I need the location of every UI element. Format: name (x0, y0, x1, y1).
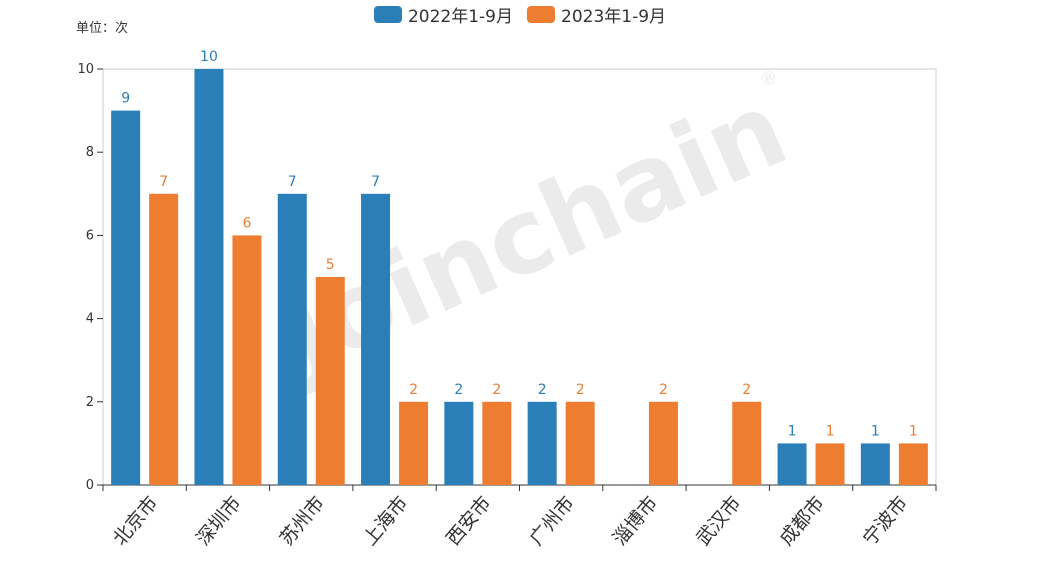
legend-swatch-2023 (527, 6, 555, 23)
x-category-label-6: 淄博市 (609, 492, 663, 550)
bar-s0-5 (527, 401, 557, 485)
x-category-label-5: 广州市 (525, 492, 579, 550)
bar-s1-5 (565, 401, 595, 485)
x-category-label-0: 北京市 (109, 492, 163, 550)
bar-s0-3 (361, 193, 391, 486)
legend-swatch-2022 (373, 6, 402, 23)
legend-label-2022: 2022年1-9月 (407, 7, 513, 27)
x-category-label-9: 宁波市 (859, 492, 913, 550)
data-label-s0-0: 9 (121, 91, 130, 107)
data-label-s0-5: 2 (538, 382, 547, 398)
data-label-s1-7: 2 (742, 382, 751, 398)
legend: 2022年1-9月 2023年1-9月 (0, 2, 1040, 27)
bar-s0-8 (777, 443, 807, 485)
bar-s0-1 (194, 69, 224, 485)
y-tick-label-1: 2 (86, 395, 94, 410)
data-label-s0-8: 1 (788, 423, 797, 439)
bar-s1-7 (732, 401, 762, 485)
bar-s1-6 (648, 401, 678, 485)
y-tick-label-3: 6 (86, 228, 94, 243)
data-label-s1-5: 2 (576, 382, 585, 398)
y-tick-label-0: 0 (86, 478, 94, 493)
bar-s1-3 (399, 401, 429, 485)
x-category-label-7: 武汉市 (692, 492, 746, 550)
x-category-label-8: 成都市 (775, 492, 829, 550)
bar-s0-4 (444, 401, 474, 485)
x-category-label-1: 深圳市 (192, 492, 246, 550)
bar-s1-1 (232, 235, 262, 485)
data-label-s1-0: 7 (159, 174, 168, 190)
bar-s0-0 (111, 110, 141, 485)
x-category-label-3: 上海市 (359, 492, 413, 550)
bar-s1-2 (315, 277, 345, 485)
data-label-s1-9: 1 (909, 423, 918, 439)
data-label-s0-1: 10 (200, 49, 218, 65)
data-label-s1-4: 2 (492, 382, 501, 398)
bar-s0-2 (277, 193, 307, 486)
data-label-s1-6: 2 (659, 382, 668, 398)
y-tick-label-2: 4 (86, 312, 94, 327)
data-label-s0-9: 1 (871, 423, 880, 439)
data-label-s1-2: 5 (326, 257, 335, 273)
plot-frame (102, 68, 937, 486)
x-category-label-2: 苏州市 (276, 492, 330, 550)
data-label-s0-4: 2 (454, 382, 463, 398)
bar-s1-8 (815, 443, 845, 485)
x-category-label-4: 西安市 (442, 492, 496, 550)
y-tick-label-4: 8 (86, 145, 94, 160)
data-label-s1-8: 1 (826, 423, 835, 439)
data-label-s1-1: 6 (242, 215, 251, 231)
bar-s1-0 (149, 193, 179, 486)
data-label-s0-2: 7 (288, 174, 297, 190)
data-label-s1-3: 2 (409, 382, 418, 398)
data-label-s0-3: 7 (371, 174, 380, 190)
y-tick-label-5: 10 (77, 62, 94, 77)
unit-label: 单位：次 (76, 21, 129, 36)
legend-label-2023: 2023年1-9月 (561, 7, 667, 27)
legend-item-2022[interactable]: 2022年1-9月 (373, 2, 513, 27)
bar-s0-9 (860, 443, 890, 485)
bar-s1-4 (482, 401, 512, 485)
legend-item-2023[interactable]: 2023年1-9月 (527, 2, 666, 27)
bar-s1-9 (898, 443, 928, 485)
